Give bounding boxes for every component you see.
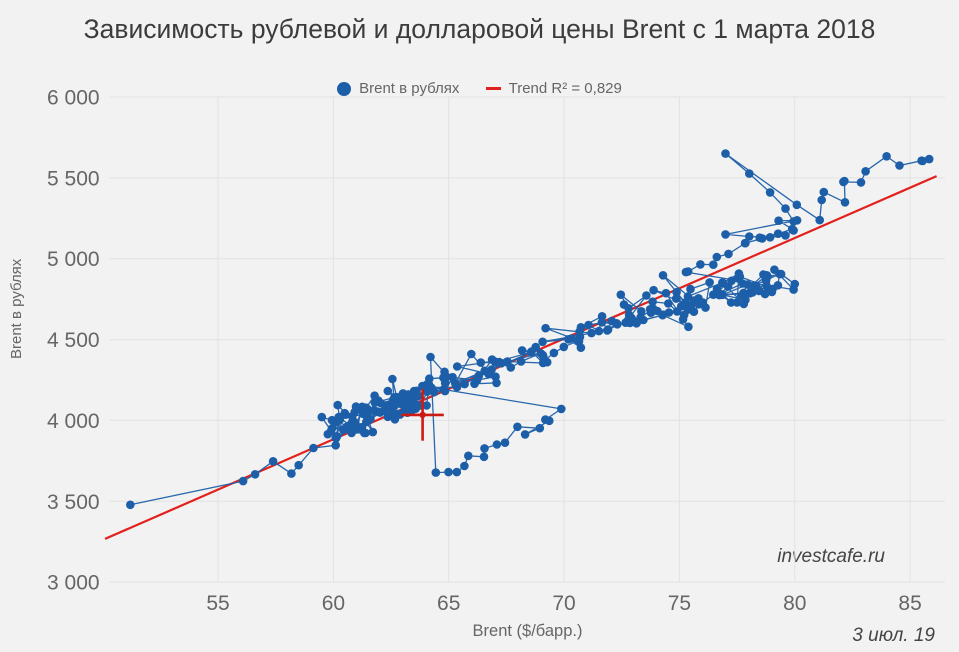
svg-text:75: 75 bbox=[668, 592, 691, 615]
svg-text:6 000: 6 000 bbox=[47, 87, 100, 110]
svg-text:55: 55 bbox=[206, 592, 229, 615]
svg-text:3 000: 3 000 bbox=[47, 572, 100, 595]
svg-text:70: 70 bbox=[552, 592, 575, 615]
svg-text:5 500: 5 500 bbox=[47, 167, 100, 190]
svg-text:4 000: 4 000 bbox=[47, 410, 100, 433]
svg-text:5 000: 5 000 bbox=[47, 248, 100, 271]
svg-text:60: 60 bbox=[322, 592, 345, 615]
svg-text:80: 80 bbox=[783, 592, 806, 615]
svg-text:3 500: 3 500 bbox=[47, 491, 100, 514]
svg-text:65: 65 bbox=[437, 592, 460, 615]
svg-text:85: 85 bbox=[898, 592, 921, 615]
svg-text:4 500: 4 500 bbox=[47, 329, 100, 352]
